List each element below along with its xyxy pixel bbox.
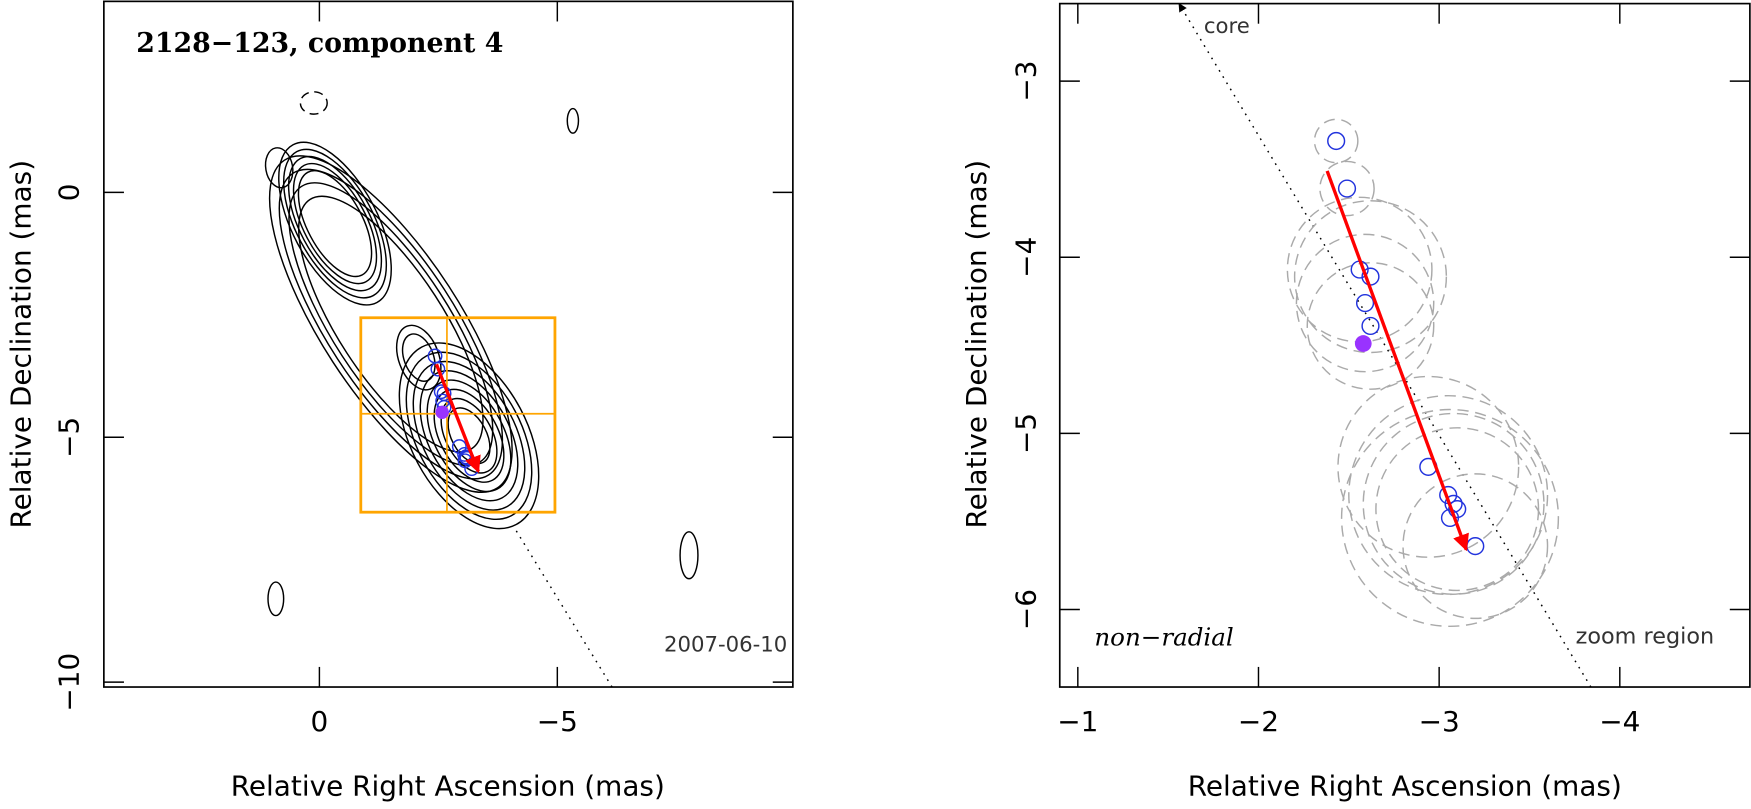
frame	[103, 0, 794, 688]
contour	[401, 333, 436, 382]
error-circle	[1375, 427, 1540, 592]
title: 2128−123, component 4	[136, 28, 503, 59]
x-tick-label: −1	[1057, 705, 1098, 738]
contour	[292, 162, 378, 285]
contour	[405, 351, 533, 521]
contour	[264, 147, 294, 189]
error-circle	[1293, 200, 1448, 354]
motion-arrow	[1325, 170, 1469, 552]
motion-arrow	[434, 363, 481, 474]
x-tick-label: 0	[311, 705, 329, 738]
error-circle	[1362, 412, 1545, 595]
contour	[297, 169, 373, 278]
component-position	[1355, 293, 1375, 313]
zoom-label: zoom region	[1576, 623, 1715, 649]
core-direction	[1178, 2, 1592, 688]
error-circle	[1340, 408, 1560, 628]
contour	[433, 388, 505, 483]
contour	[278, 141, 392, 306]
y-axis-label: Relative Declination (mas)	[4, 160, 37, 529]
date-label: 2007-06-10	[664, 633, 787, 658]
contour	[398, 342, 540, 530]
contour	[426, 379, 512, 493]
annotation: non−radial	[1094, 623, 1233, 652]
mean-position	[435, 405, 449, 419]
component-position	[451, 439, 467, 454]
component-position	[1361, 316, 1380, 336]
x-tick-label: −2	[1238, 705, 1279, 738]
contour	[566, 107, 580, 134]
x-axis-label: Relative Right Ascension (mas)	[231, 770, 665, 803]
x-tick-label: −4	[1599, 705, 1640, 738]
contour	[287, 155, 383, 292]
contour	[412, 360, 526, 511]
error-circle	[1319, 160, 1375, 217]
error-circle	[1295, 233, 1435, 373]
y-tick-label: −5	[1009, 413, 1042, 454]
zoom-box	[359, 316, 557, 514]
error-circle	[1348, 394, 1549, 596]
x-tick-label: −3	[1419, 705, 1460, 738]
y-tick-label: 0	[52, 183, 85, 201]
error-circle	[1286, 196, 1433, 343]
error-circle	[1402, 473, 1549, 620]
component-position	[1327, 131, 1346, 151]
contour	[282, 148, 388, 299]
y-tick-label: −3	[1009, 61, 1042, 102]
contour	[679, 531, 699, 580]
x-tick-label: −5	[537, 705, 578, 738]
contour	[267, 581, 285, 617]
y-tick-label: −6	[1009, 589, 1042, 630]
y-tick-label: −4	[1009, 237, 1042, 278]
frame	[1058, 2, 1751, 688]
contour	[419, 370, 519, 502]
y-tick-label: −10	[52, 653, 85, 712]
component-position	[430, 361, 446, 377]
contour	[395, 324, 442, 391]
contour	[288, 182, 494, 467]
x-axis-label: Relative Right Ascension (mas)	[1188, 770, 1622, 803]
y-tick-label: −5	[52, 417, 85, 458]
error-circle	[1337, 375, 1520, 558]
contour	[268, 155, 513, 494]
error-circle	[1306, 261, 1435, 390]
mean-position	[1354, 335, 1372, 352]
y-axis-label: Relative Declination (mas)	[960, 160, 993, 529]
component-position	[1337, 179, 1357, 198]
error-circle	[1313, 118, 1359, 164]
core-direction	[512, 526, 613, 688]
contour	[299, 91, 328, 115]
contour-map	[264, 91, 699, 617]
component-position	[1466, 537, 1485, 556]
core-label: core	[1204, 14, 1250, 39]
contour	[297, 195, 484, 453]
